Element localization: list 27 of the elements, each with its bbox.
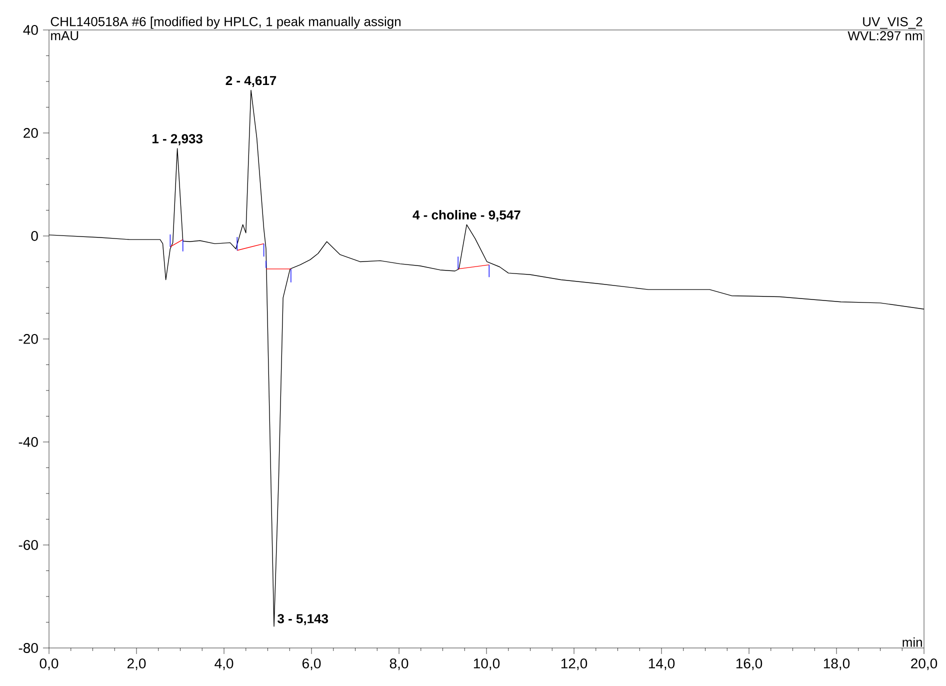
annotation: 3 - 5,143 [278,614,328,626]
y-tick-label: -60 [18,540,38,550]
x-tick-label: 18,0 [824,658,850,670]
x-tick-label: 6,0 [302,658,321,670]
x-tick-label: 20,0 [911,658,938,670]
x-tick-label: 12,0 [561,658,588,670]
annotation: 2 - 4,617 [226,76,276,88]
x-tick-label: 0,0 [40,658,58,670]
y-tick-label: -40 [18,437,38,447]
x-tick-label: 8,0 [390,658,408,670]
y-tick-label: 0 [31,231,38,241]
annotation: 1 - 2,933 [152,134,203,146]
x-tick-label: 16,0 [736,658,762,670]
y-axis-title: mAU [51,31,78,40]
x-tick-label: 4,0 [214,658,234,670]
y-tick-label: 40 [23,25,38,35]
y-tick-label: 20 [24,128,38,138]
x-axis-title: min [902,637,922,647]
x-tick-label: 14,0 [648,658,675,670]
chart-title: CHL140518A #6 [modified by HPLC, 1 peak manually assign [50,16,400,29]
annotation: 4 - choline - 9,547 [412,210,520,222]
annotation: WVL:297 nm [848,31,922,40]
text: UV_VIS_2 [863,17,922,29]
x-tick-label: 2,0 [127,658,146,670]
y-tick-label: -20 [18,334,38,344]
y-tick-label: -80 [18,643,38,653]
x-tick-label: 10,0 [474,658,500,670]
